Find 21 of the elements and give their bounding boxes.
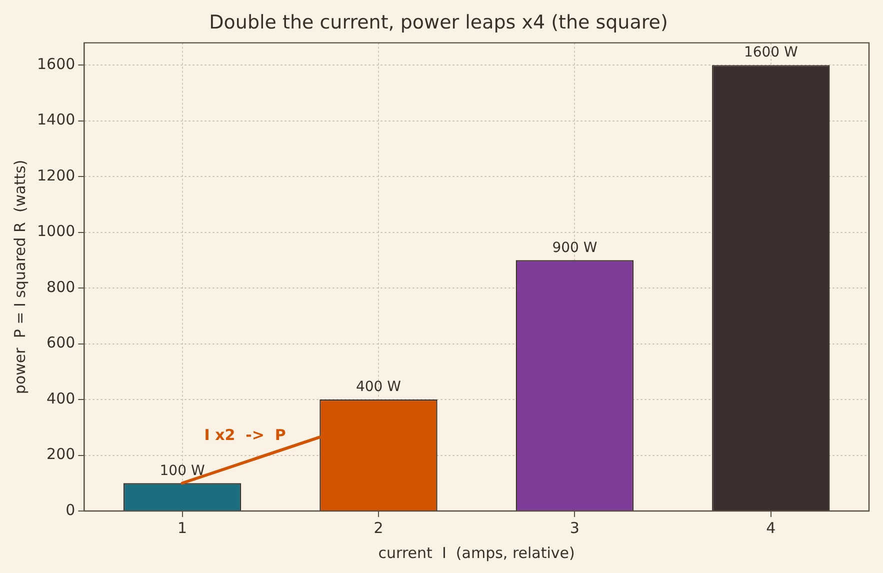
y-tick-label: 1200 <box>36 166 76 184</box>
chart-title: Double the current, power leaps x4 (the square) <box>209 11 668 34</box>
y-axis-title: power P = I squared R (watts) <box>10 160 29 394</box>
y-tick-label: 600 <box>46 334 76 352</box>
x-tick-label: 3 <box>570 518 580 537</box>
x-axis-title: current I (amps, relative) <box>378 544 575 562</box>
annotation: I x2 -> P <box>204 426 286 444</box>
data-label: 100 W <box>160 462 205 479</box>
y-tick-label: 0 <box>66 500 76 519</box>
y-tick-label: 800 <box>46 278 76 296</box>
data-label: 400 W <box>356 379 402 396</box>
y-tick-label: 400 <box>46 389 76 408</box>
data-label: 900 W <box>552 240 598 256</box>
x-tick-label: 2 <box>374 518 384 537</box>
data-label: 1600 W <box>744 44 798 61</box>
x-tick-label: 4 <box>766 518 776 537</box>
y-tick-label: 1000 <box>36 222 76 240</box>
y-tick-label: 200 <box>46 445 76 464</box>
y-tick-label: 1600 <box>36 54 76 73</box>
x-tick-label: 1 <box>178 518 188 537</box>
y-tick-label: 1400 <box>36 110 76 129</box>
